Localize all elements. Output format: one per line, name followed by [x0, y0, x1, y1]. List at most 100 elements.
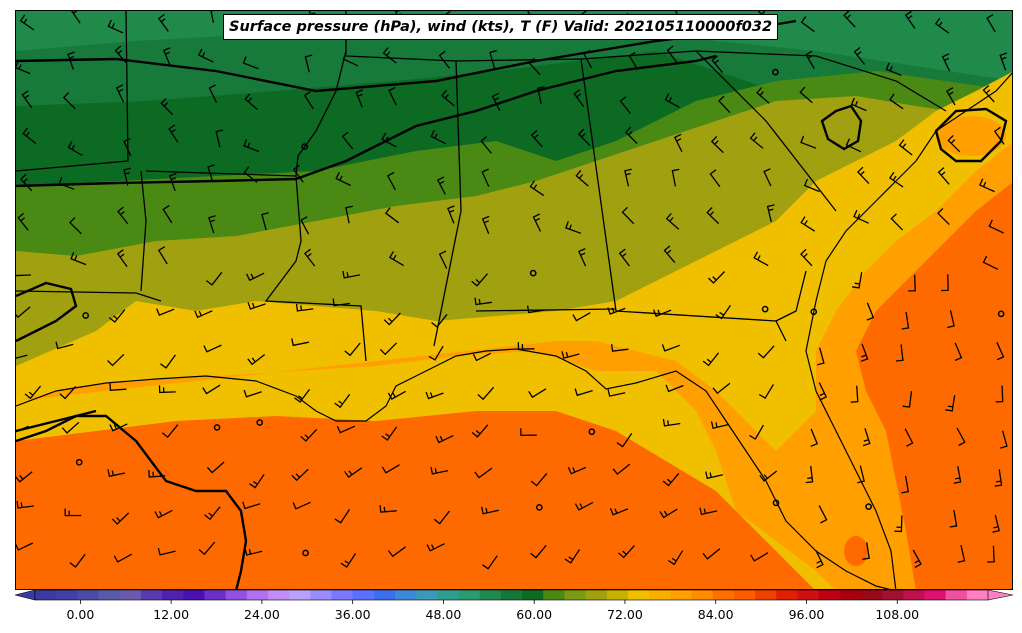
calm-circle [301, 143, 309, 150]
wind-barb [530, 544, 547, 559]
wind-barb [384, 207, 400, 224]
wind-barb [198, 541, 216, 556]
colorbar-swatch [267, 590, 290, 600]
wind-barb [215, 129, 224, 148]
wind-barb [996, 342, 1005, 361]
colorbar-swatch [119, 590, 142, 600]
wind-barb [16, 542, 34, 551]
wind-barb [16, 354, 28, 359]
wind-barb [291, 338, 310, 347]
temp-band-80-85-atlantic [856, 182, 1012, 589]
wind-barb [889, 93, 904, 110]
wind-barb [577, 128, 591, 147]
wind-barb [244, 93, 258, 110]
wind-barb [447, 205, 455, 224]
wind-barb [904, 428, 914, 447]
colorbar-swatch [966, 590, 989, 600]
wind-barb [758, 384, 774, 399]
wind-barb [908, 274, 916, 292]
calm-circle [256, 419, 264, 426]
wind-barb [699, 507, 718, 516]
colorbar-tick-label: 24.00 [243, 607, 280, 622]
colorbar-tick-label: 36.00 [334, 607, 371, 622]
wind-barb [992, 514, 1000, 533]
wind-barb [242, 56, 259, 70]
colorbar-swatch [204, 590, 227, 600]
state-border [475, 308, 617, 312]
colorbar-swatch [606, 590, 629, 600]
wind-barb [945, 394, 956, 412]
wind-barb [243, 166, 258, 183]
wind-barb [107, 19, 124, 34]
colorbar-swatch [776, 590, 798, 600]
colorbar-swatch [77, 590, 100, 600]
wind-barb [621, 206, 635, 225]
wind-barb [481, 506, 499, 515]
wind-barb [204, 506, 221, 521]
wind-barb [993, 126, 1005, 145]
calm-circle [535, 504, 543, 511]
wind-barb [665, 212, 680, 230]
wind-barb [947, 310, 955, 329]
colorbar-swatch [162, 590, 184, 600]
colorbar-swatch [755, 590, 777, 600]
wind-barb [17, 212, 29, 231]
wind-barb [383, 312, 401, 326]
wind-barb [902, 391, 913, 408]
wind-barb [709, 169, 721, 188]
wind-barb [62, 92, 76, 110]
wind-barb [706, 207, 720, 225]
wind-barb [618, 545, 635, 559]
state-border [695, 50, 947, 112]
wind-barb [611, 344, 629, 352]
colorbar-swatch [35, 590, 57, 600]
colorbar-swatch [289, 590, 311, 600]
wind-barb [16, 274, 31, 277]
wind-barb [208, 215, 216, 234]
wind-barb [520, 428, 537, 436]
wind-barb [718, 95, 731, 114]
wind-barb [64, 508, 82, 517]
map-title: Surface pressure (hPa), wind (kts), T (F… [223, 14, 779, 40]
wind-barb [21, 90, 33, 109]
colorbar-tick-label: 96.00 [788, 607, 825, 622]
wind-barb [438, 250, 448, 269]
wind-barb [16, 306, 31, 319]
wind-barb [59, 385, 77, 400]
wind-barb [292, 164, 304, 183]
colorbar-extend-max [987, 589, 1014, 601]
wind-barb [662, 472, 680, 487]
wind-barb [69, 217, 82, 235]
wind-barb [208, 84, 218, 103]
wind-barb [158, 385, 176, 394]
wind-barb [19, 14, 35, 31]
wind-barb [481, 168, 490, 187]
wind-barb [303, 91, 314, 110]
wind-barb [982, 85, 995, 103]
wind-barb [156, 308, 175, 316]
wind-barb [759, 470, 778, 482]
wind-barb [890, 213, 904, 231]
wind-barb [612, 463, 631, 476]
wind-barb [526, 305, 545, 314]
wind-barb [898, 139, 913, 156]
wind-barb [843, 11, 856, 28]
wind-barb [652, 309, 672, 317]
isobar [16, 54, 717, 188]
wind-barb [885, 62, 902, 77]
colorbar-swatch [479, 590, 502, 600]
wind-barb [471, 424, 489, 438]
wind-barb [16, 425, 29, 433]
wind-barb [799, 86, 813, 104]
wind-barb [344, 342, 361, 357]
wind-barb [61, 421, 80, 434]
wind-barb [425, 391, 444, 400]
colorbar-swatch [225, 590, 248, 600]
colorbar-swatch [797, 590, 820, 600]
wind-barb [673, 133, 683, 152]
wind-barb [197, 48, 214, 63]
wind-barb [206, 271, 223, 286]
wind-barb [438, 50, 450, 69]
wind-barb [474, 297, 492, 306]
colorbar-swatch [564, 590, 587, 600]
